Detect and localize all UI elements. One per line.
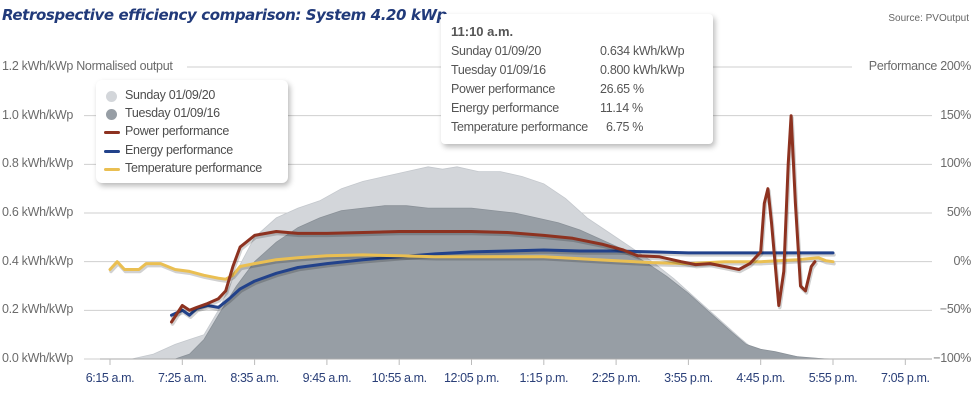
x-tick-label: 6:15 a.m. (85, 371, 135, 385)
y-left-tick-label: 0.8 kWh/kWp (2, 156, 74, 171)
legend-line-icon (104, 168, 120, 171)
tooltip-label-energy: Energy performance (451, 101, 559, 115)
y-right-tick-label: 100% (940, 156, 971, 171)
line-power-performance (170, 114, 817, 324)
legend-label: Temperature performance (125, 161, 262, 175)
chart-title: Retrospective efficiency comparison: Sys… (2, 6, 447, 24)
y-right-axis-title: Performance 200% (868, 59, 972, 73)
y-left-tick-label: 0.4 kWh/kWp (2, 253, 74, 268)
legend-label: Power performance (125, 124, 229, 138)
tooltip-label-tuesday: Tuesday 01/09/16 (451, 63, 546, 77)
tooltip-value-tuesday: 0.800 kWh/kWp (600, 63, 685, 77)
source-note: Source: PVOutput (888, 13, 969, 24)
area-series (110, 166, 834, 360)
area-tuesday (110, 205, 826, 360)
y-right-tick-label: −100% (933, 351, 971, 365)
x-tick-label: 7:05 p.m. (881, 371, 930, 385)
x-tick-label: 7:25 a.m. (158, 371, 207, 385)
y-left-axis-title: 1.2 kWh/kWp Normalised output (2, 59, 173, 73)
legend-line-icon (104, 150, 120, 153)
y-right-tick-label: 150% (940, 107, 971, 122)
line-temperature-performance (108, 253, 835, 281)
legend-label: Sunday 01/09/20 (125, 88, 216, 102)
hover-tooltip: 11:10 a.m. Sunday 01/09/20 0.634 kWh/kWp… (441, 14, 713, 144)
x-tick-label: 4:45 p.m. (736, 371, 785, 385)
legend-line-icon (104, 131, 120, 134)
y-left-tick-label: 0.0 kWh/kWp (2, 351, 74, 365)
y-right-tick-label: −50% (939, 302, 971, 317)
x-tick-label: 3:55 p.m. (664, 371, 713, 385)
x-tick-label: 5:55 p.m. (808, 371, 858, 385)
line-energy-performance (170, 248, 835, 317)
x-tick-label: 10:55 a.m. (371, 371, 427, 385)
legend-dot-icon (106, 91, 117, 102)
x-tick-label: 12:05 p.m. (443, 371, 500, 385)
tooltip-label-power: Power performance (451, 82, 555, 96)
tooltip-value-temperature: 6.75 % (606, 120, 644, 134)
legend-dot-icon (106, 109, 117, 120)
legend-label: Energy performance (125, 143, 233, 157)
line-energy-performance-shadow (170, 250, 836, 319)
x-tick-label: 1:15 p.m. (519, 371, 569, 385)
x-tick-label: 2:25 p.m. (591, 371, 641, 385)
x-tick-label: 9:45 a.m. (302, 371, 352, 385)
y-right-tick-label: 50% (946, 205, 971, 219)
y-left-tick-label: 0.6 kWh/kWp (2, 205, 74, 219)
legend-label: Tuesday 01/09/16 (125, 106, 220, 120)
y-left-tick-label: 1.0 kWh/kWp (2, 107, 74, 122)
tooltip-value-sunday: 0.634 kWh/kWp (600, 44, 685, 58)
y-left-tick-label: 0.2 kWh/kWp (2, 302, 74, 317)
y-right-tick-label: 0% (953, 253, 972, 268)
chart-legend: Sunday 01/09/20 Tuesday 01/09/16 Power p… (96, 80, 288, 183)
x-tick-label: 8:35 a.m. (230, 371, 279, 385)
x-axis (100, 358, 932, 365)
tooltip-label-temperature: Temperature performance (451, 120, 588, 134)
tooltip-time: 11:10 a.m. (451, 24, 514, 39)
tooltip-value-energy: 11.14 % (600, 101, 643, 115)
line-series (108, 114, 836, 326)
tooltip-label-sunday: Sunday 01/09/20 (451, 44, 542, 58)
tooltip-value-power: 26.65 % (600, 82, 644, 96)
